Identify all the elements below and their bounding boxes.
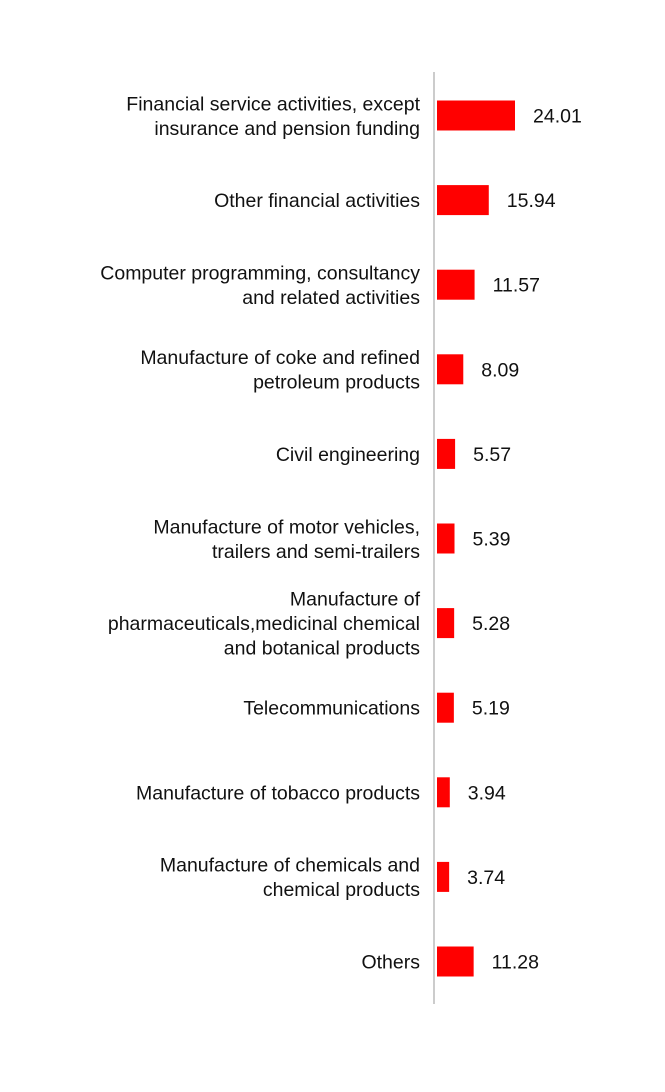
category-label-line: Manufacture of [290,589,421,611]
category-label: Telecommunications [243,698,420,720]
category-label-line: Manufacture of chemicals and [160,855,420,877]
category-label-line: trailers and semi-trailers [212,541,420,563]
category-label-line: chemical products [263,879,420,901]
category-label-line: Civil engineering [276,444,420,466]
category-label: Other financial activities [214,190,420,212]
category-label-line: Others [361,952,420,974]
category-label-line: Financial service activities, except [126,93,420,115]
bar [437,608,455,639]
category-label: Financial service activities, except insu… [126,93,420,140]
data-label: 5.57 [473,444,511,466]
category-label-line: and related activities [242,287,420,309]
bar [437,354,464,385]
bar [437,946,474,977]
value-labels-group: 24.01 15.94 11.57 8.09 5.57 5.39 5.28 5.19 3.94 3… [467,106,582,974]
bar [437,438,456,469]
category-label-line: Telecommunications [243,698,420,720]
data-label: 11.28 [492,952,539,974]
category-label-line: Other financial activities [214,190,420,212]
data-label: 8.09 [481,359,519,381]
bars-group [437,100,515,977]
category-labels-group: Financial service activities, except insu… [100,93,420,973]
category-label-line: Computer programming, consultancy [100,262,420,284]
category-label: Computer programming, consultancy and rel… [100,262,420,309]
bar [437,523,455,554]
data-label: 5.19 [472,698,510,720]
bar [437,777,450,808]
category-label-line: pharmaceuticals,medicinal chemical [108,613,420,635]
data-label: 3.74 [467,867,505,889]
category-label-line: Manufacture of coke and refined [140,347,420,369]
data-label: 5.28 [472,613,510,635]
data-label: 24.01 [533,106,582,128]
bar [437,269,475,300]
category-label: Manufacture of coke and refined petroleum… [140,347,420,394]
category-label: Others [361,952,420,974]
data-label: 15.94 [507,190,556,212]
category-label-line: Manufacture of tobacco products [136,782,420,804]
category-label: Manufacture of chemicals and chemical pro… [160,855,420,902]
data-label: 5.39 [473,529,511,551]
category-label: Manufacture of pharmaceuticals,medicinal … [108,589,421,660]
category-label-line: petroleum products [253,372,420,394]
category-label: Civil engineering [276,444,420,466]
bar [437,185,489,216]
data-label: 3.94 [468,782,506,804]
category-label-line: insurance and pension funding [154,118,420,140]
data-label: 11.57 [493,275,540,297]
category-label-line: and botanical products [224,638,420,660]
bar [437,861,450,892]
category-label-line: Manufacture of motor vehicles, [153,516,420,538]
category-label: Manufacture of tobacco products [136,782,420,804]
bar [437,100,515,131]
bar [437,692,454,723]
category-label: Manufacture of motor vehicles, trailers a… [153,516,420,563]
